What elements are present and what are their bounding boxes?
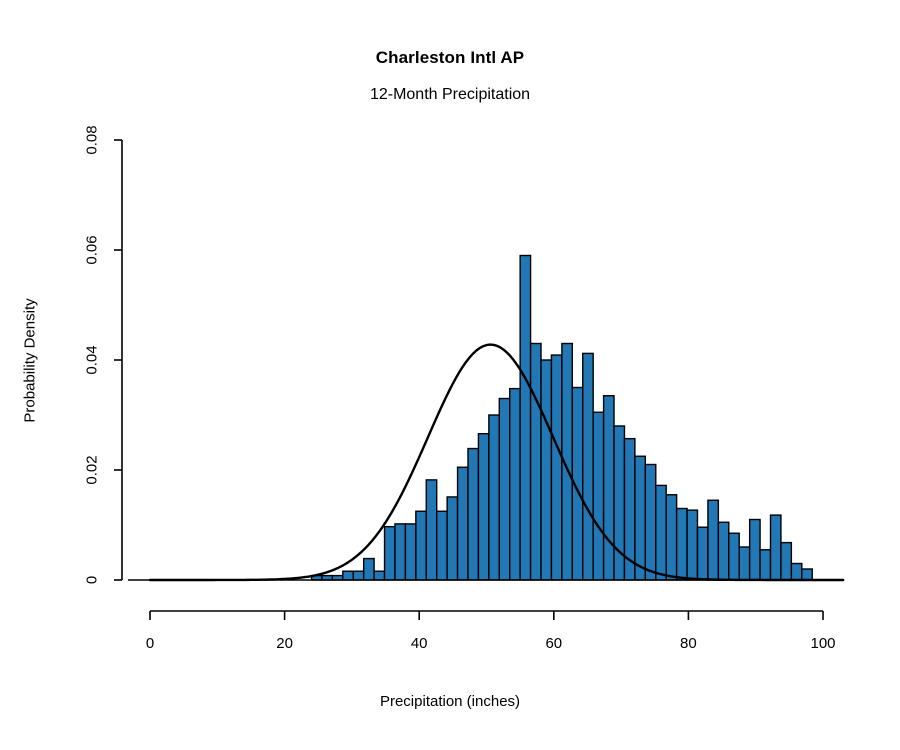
x-tick-label: 20 — [276, 635, 293, 652]
histogram-bar — [780, 541, 793, 581]
chart-title: Charleston Intl AP — [375, 48, 525, 67]
y-tick-label: 0.06 — [84, 235, 101, 264]
histogram-bar — [748, 518, 761, 581]
histogram-bars — [310, 254, 813, 581]
histogram-bar — [498, 397, 511, 581]
histogram-bar — [352, 570, 365, 581]
x-tick-label: 60 — [545, 635, 562, 652]
histogram-bar — [769, 514, 782, 581]
histogram-bar — [456, 466, 469, 581]
histogram-bar — [342, 570, 354, 581]
histogram-bar — [383, 525, 396, 581]
x-tick-label: 0 — [146, 635, 154, 652]
histogram-bar — [592, 411, 605, 581]
histogram-bar — [634, 455, 647, 581]
histogram-bar — [613, 425, 626, 581]
histogram-bar — [686, 509, 699, 581]
y-tick-label: 0.04 — [84, 345, 101, 374]
axis-tick-labels: 0 0.02 0.04 0.06 0.08 0 20 40 60 80 100 — [84, 125, 836, 652]
histogram-bar — [467, 447, 480, 581]
histogram-bar — [529, 342, 542, 581]
histogram-bar — [655, 484, 667, 581]
histogram-bar — [477, 433, 490, 581]
histogram-bar — [707, 499, 720, 581]
histogram-bar — [675, 507, 688, 581]
x-tick-label: 80 — [680, 635, 697, 652]
histogram-bar — [404, 523, 417, 581]
x-tick-label: 100 — [810, 635, 835, 652]
histogram-bar — [801, 568, 813, 581]
histogram-bar — [362, 557, 375, 581]
histogram-bar — [519, 254, 532, 581]
histogram-bar — [394, 523, 407, 581]
x-axis-label: Precipitation (inches) — [379, 693, 521, 710]
histogram-bar — [728, 532, 740, 581]
histogram-bar — [582, 352, 594, 581]
histogram-bar — [446, 496, 459, 581]
histogram-bar — [488, 414, 500, 581]
y-tick-label: 0.08 — [84, 125, 101, 154]
histogram-bar — [790, 562, 803, 581]
x-tick-label: 40 — [411, 635, 428, 652]
histogram-bar — [540, 359, 553, 581]
y-tick-label: 0 — [84, 576, 101, 584]
histogram-bar — [738, 546, 751, 581]
histogram-bar — [415, 510, 427, 581]
histogram-bar — [373, 570, 386, 581]
histogram-bar — [436, 510, 448, 581]
histogram-bar — [759, 549, 772, 581]
histogram-bar — [550, 354, 563, 581]
chart-subtitle: 12-Month Precipitation — [369, 86, 531, 103]
histogram-bar — [644, 463, 657, 581]
y-tick-label: 0.02 — [84, 455, 101, 484]
histogram-bar — [602, 395, 615, 581]
histogram-bar — [696, 526, 709, 581]
histogram-bar — [425, 479, 438, 581]
plot-axes — [114, 139, 844, 620]
histogram-bar — [717, 521, 730, 581]
histogram-bar — [665, 494, 678, 581]
histogram-bar — [509, 387, 521, 581]
